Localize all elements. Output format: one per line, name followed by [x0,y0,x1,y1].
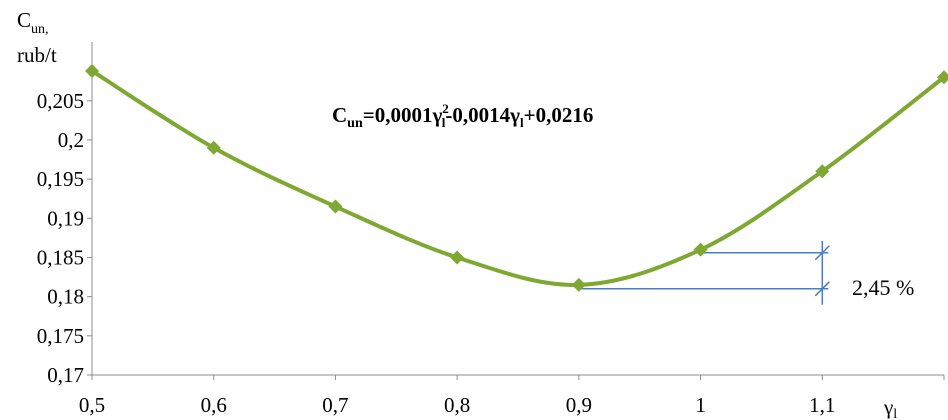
x-tick-label: 0,6 [201,393,227,417]
tick-labels: 0,17 0,175 0,18 0,185 0,19 0,195 0,2 0,205 0,5 0,… [37,89,836,417]
y-tick-label: 0,185 [37,245,84,269]
y-tick-label: 0,2 [58,128,84,152]
percent-annotation: 2,45 % [852,275,914,300]
series-line [90,68,946,287]
lower-arrow [814,281,830,297]
upper-arrow [814,245,830,261]
data-point [206,140,221,155]
x-axis-label: γl [883,395,897,420]
x-axis-label-sub: l [893,407,897,420]
data-point [328,199,343,214]
y-tick-label: 0,18 [47,285,84,309]
x-tick-label: 0,5 [79,393,105,417]
y-axis-unit: rub/t [17,43,57,67]
formula: Cun=0,0001γ2 l-0,0014γl+0,0216 [332,101,593,131]
data-point [693,242,708,257]
axes [87,42,945,380]
x-tick-label: 0,9 [566,393,592,417]
data-point [571,277,586,292]
x-tick-label: 1,1 [809,393,835,417]
annotation [578,240,830,305]
x-tick-label: 0,8 [444,393,470,417]
y-tick-label: 0,17 [47,363,84,387]
y-tick-label: 0,205 [37,89,84,113]
y-tick-label: 0,195 [37,167,84,191]
y-axis-label-sub: un, [31,22,49,37]
data-point [815,164,830,179]
data-point [85,63,99,78]
x-tick-label: 1 [695,393,706,417]
y-axis-label: Cun, [17,8,49,37]
data-point [937,70,948,85]
x-tick-label: 0,7 [322,393,348,417]
data-point [450,250,465,265]
y-tick-label: 0,19 [47,206,84,230]
y-tick-label: 0,175 [37,324,84,348]
plot-area [85,63,948,292]
